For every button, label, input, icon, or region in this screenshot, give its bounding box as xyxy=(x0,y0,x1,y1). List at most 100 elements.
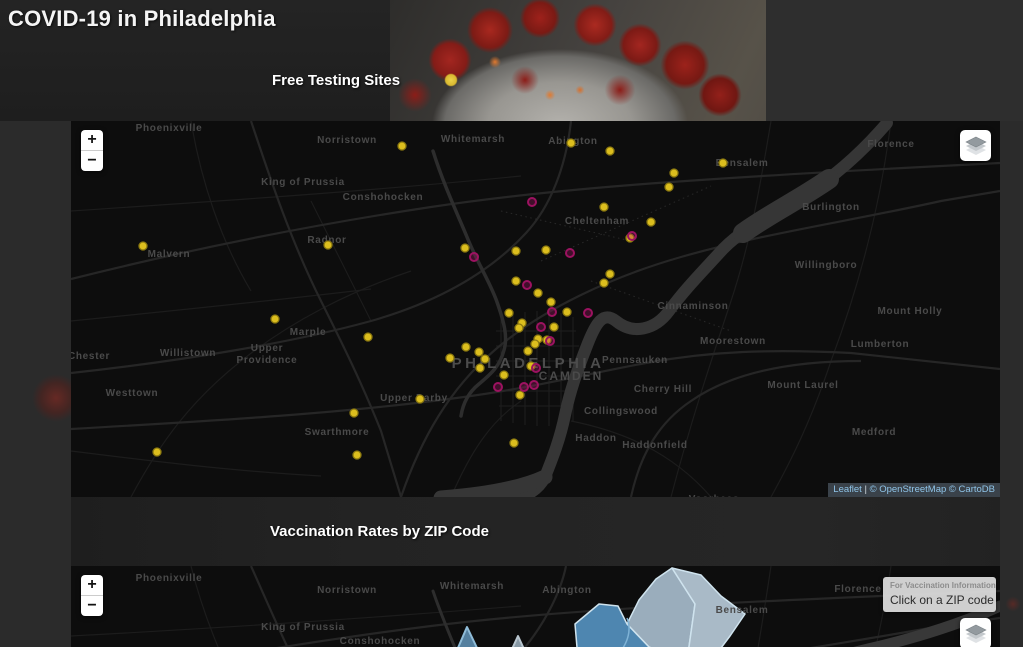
testing-site-marker-yellow[interactable] xyxy=(514,323,524,333)
zoom-in-button[interactable]: + xyxy=(81,130,103,151)
testing-site-marker-yellow[interactable] xyxy=(509,438,519,448)
map-place-label: Conshohocken xyxy=(340,636,421,647)
testing-site-marker-magenta[interactable] xyxy=(493,382,503,392)
map-place-label: King of Prussia xyxy=(261,622,345,633)
testing-site-marker-yellow[interactable] xyxy=(363,332,373,342)
testing-site-marker-yellow[interactable] xyxy=(599,278,609,288)
testing-site-marker-yellow[interactable] xyxy=(718,158,728,168)
testing-site-marker-yellow[interactable] xyxy=(397,141,407,151)
testing-site-marker-yellow[interactable] xyxy=(599,202,609,212)
testing-site-marker-yellow[interactable] xyxy=(504,308,514,318)
map-place-label: Lumberton xyxy=(851,339,910,350)
major-road-lines xyxy=(249,566,1000,647)
testing-site-marker-yellow[interactable] xyxy=(664,182,674,192)
testing-site-marker-yellow[interactable] xyxy=(541,245,551,255)
testing-site-marker-yellow[interactable] xyxy=(533,288,543,298)
background-right-column xyxy=(1000,121,1023,647)
zoom-in-button[interactable]: + xyxy=(81,575,103,596)
testing-site-marker-magenta[interactable] xyxy=(522,280,532,290)
testing-site-marker-magenta[interactable] xyxy=(519,382,529,392)
testing-site-marker-yellow[interactable] xyxy=(530,339,540,349)
testing-site-marker-yellow[interactable] xyxy=(323,240,333,250)
zoom-control[interactable]: + − xyxy=(81,575,103,616)
testing-site-marker-yellow[interactable] xyxy=(605,269,615,279)
map-place-label: Bensalem xyxy=(716,605,769,616)
vaccination-map-canvas: Phoenixville Norristown Whitemarsh Abington… xyxy=(71,566,1000,647)
map-place-label: Voorhees xyxy=(689,494,739,497)
map-place-label: Phoenixville xyxy=(136,573,203,584)
layers-control[interactable] xyxy=(960,130,991,161)
layers-icon xyxy=(964,136,987,155)
testing-site-marker-yellow[interactable] xyxy=(152,447,162,457)
testing-site-marker-yellow[interactable] xyxy=(511,276,521,286)
testing-site-marker-magenta[interactable] xyxy=(545,336,555,346)
testing-site-marker-yellow[interactable] xyxy=(415,394,425,404)
map-place-label: Cinnaminson xyxy=(657,301,728,312)
testing-sites-map[interactable]: Phoenixville Norristown King of Prussia Con… xyxy=(71,121,1000,497)
layers-control[interactable] xyxy=(960,618,991,647)
testing-site-marker-yellow[interactable] xyxy=(474,347,484,357)
map-place-label: CAMDEN xyxy=(539,369,604,383)
openstreetmap-link[interactable]: © OpenStreetMap xyxy=(869,484,947,495)
background-bottom-strip xyxy=(0,497,1023,566)
testing-site-marker-magenta[interactable] xyxy=(527,197,537,207)
map-place-label: Upper xyxy=(251,343,283,354)
testing-site-marker-yellow[interactable] xyxy=(445,353,455,363)
testing-site-marker-yellow[interactable] xyxy=(566,138,576,148)
map-place-label: Medford xyxy=(852,427,896,438)
map-place-label: Norristown xyxy=(317,585,377,596)
info-box-instruction: Click on a ZIP code xyxy=(890,593,994,607)
testing-site-marker-yellow[interactable] xyxy=(646,217,656,227)
zoom-control[interactable]: + − xyxy=(81,130,103,171)
zoom-out-button[interactable]: − xyxy=(87,152,97,169)
testing-site-marker-yellow[interactable] xyxy=(460,243,470,253)
map-place-label: Pennsauken xyxy=(602,355,668,366)
place-labels-layer: Phoenixville Norristown Whitemarsh Abington… xyxy=(136,573,881,647)
testing-site-marker-yellow[interactable] xyxy=(511,246,521,256)
zoom-out-button[interactable]: − xyxy=(87,597,97,614)
background-top-left xyxy=(0,0,420,121)
map-place-label: Florence xyxy=(867,139,914,150)
vaccination-map[interactable]: Phoenixville Norristown Whitemarsh Abington… xyxy=(71,566,1000,647)
map-place-label: Mount Laurel xyxy=(767,380,838,391)
testing-site-marker-yellow[interactable] xyxy=(523,346,533,356)
testing-site-marker-yellow[interactable] xyxy=(669,168,679,178)
map-place-label: Abington xyxy=(542,585,591,596)
testing-site-marker-magenta[interactable] xyxy=(536,322,546,332)
testing-site-marker-yellow[interactable] xyxy=(515,390,525,400)
zip-code-polygon[interactable] xyxy=(671,567,746,647)
leaflet-link[interactable]: Leaflet xyxy=(833,484,862,495)
testing-site-marker-yellow[interactable] xyxy=(349,408,359,418)
map-place-label: Willistown xyxy=(160,348,216,359)
testing-site-marker-yellow[interactable] xyxy=(352,450,362,460)
testing-site-marker-yellow[interactable] xyxy=(605,146,615,156)
testing-site-marker-yellow[interactable] xyxy=(562,307,572,317)
map-place-label: Cheltenham xyxy=(565,216,629,227)
testing-site-marker-yellow[interactable] xyxy=(546,297,556,307)
testing-site-marker-magenta[interactable] xyxy=(529,380,539,390)
testing-site-marker-yellow[interactable] xyxy=(475,363,485,373)
zip-code-polygon[interactable] xyxy=(448,626,488,647)
testing-site-marker-yellow[interactable] xyxy=(499,370,509,380)
testing-site-marker-yellow[interactable] xyxy=(549,322,559,332)
testing-site-marker-yellow[interactable] xyxy=(138,241,148,251)
map-place-label: Burlington xyxy=(802,202,860,213)
zip-choropleth-layer xyxy=(448,567,746,647)
testing-site-marker-magenta[interactable] xyxy=(565,248,575,258)
testing-site-marker-magenta[interactable] xyxy=(627,231,637,241)
zip-code-polygon[interactable] xyxy=(574,603,650,647)
map-place-label: Westtown xyxy=(106,388,159,399)
testing-site-marker-yellow[interactable] xyxy=(480,354,490,364)
map-place-label: Collingswood xyxy=(584,406,658,417)
testing-site-marker-magenta[interactable] xyxy=(583,308,593,318)
testing-site-marker-magenta[interactable] xyxy=(531,363,541,373)
testing-site-marker-yellow[interactable] xyxy=(270,314,280,324)
cartodb-link[interactable]: © CartoDB xyxy=(948,484,995,495)
zip-code-polygon[interactable] xyxy=(502,635,534,647)
testing-site-marker-magenta[interactable] xyxy=(547,307,557,317)
coronavirus-spikes-top xyxy=(390,0,766,121)
testing-site-marker-magenta[interactable] xyxy=(469,252,479,262)
map-place-label: Willingboro xyxy=(795,260,858,271)
testing-site-marker-yellow[interactable] xyxy=(461,342,471,352)
